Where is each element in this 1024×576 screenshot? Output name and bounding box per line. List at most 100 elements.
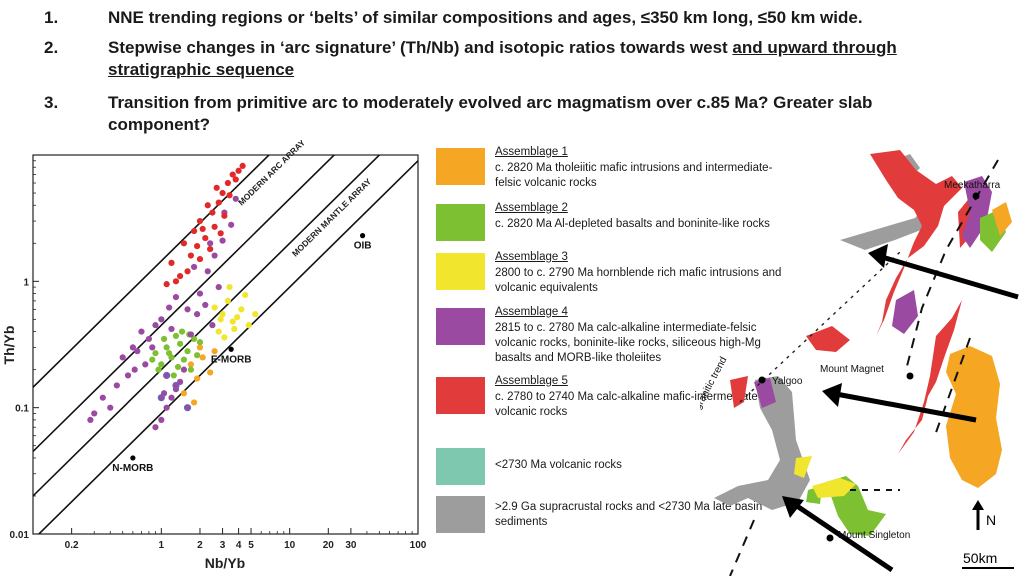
th-yb-vs-nb-yb-chart: 0.2 1 2 3 4 5 10 20 30 100 0.01 0.1 1 OIB E-MORB N-MOR… [1,140,427,571]
data-point [204,202,211,209]
data-point [163,281,170,288]
data-point [221,212,228,219]
scale-label: 50km [963,550,997,566]
legend-swatch [436,496,485,533]
x-tick-label: 0.2 [65,540,79,551]
legend-description: 2800 to c. 2790 Ma hornblende rich mafic… [495,267,782,294]
data-point [215,199,222,206]
data-point [209,209,216,216]
data-point [242,291,249,299]
data-point [221,334,228,341]
data-point [228,221,235,228]
data-point [119,354,126,361]
data-point [180,366,188,373]
data-point [99,394,106,401]
data-point [215,284,222,291]
data-point [224,179,231,187]
data-point [199,225,206,233]
data-point [215,328,222,335]
data-point [226,192,233,199]
legend-title: Assemblage 5 [495,375,568,387]
data-point [166,304,173,311]
data-point [211,348,218,355]
bullet-text-underlined: and upward through stratigraphic sequenc… [108,38,897,79]
data-point [213,184,220,191]
data-point [183,404,192,412]
data-point [231,325,238,333]
data-point [209,322,216,329]
data-point [190,335,198,343]
y-tick-label: 0.1 [15,404,29,415]
arrows [782,244,1019,573]
legend-description: c. 2780 to 2740 Ma calc-alkaline mafic-i… [495,391,788,418]
data-point [211,223,218,230]
x-tick-label: 100 [410,540,427,551]
data-point [211,304,218,311]
data-point [196,217,204,225]
data-point [176,340,184,347]
data-point [232,195,239,202]
data-point [149,344,156,351]
y-axis-label: Th/Yb [1,326,17,365]
array-boundary-line [33,155,336,453]
data-point [168,394,175,401]
data-point [163,344,170,351]
bullet-number: 3. [44,93,59,112]
data-point [152,350,159,357]
data-point [107,404,114,411]
data-point [187,252,195,259]
data-point [252,311,259,318]
data-point [194,311,201,318]
data-point [217,316,224,323]
data-point [158,316,165,323]
data-point [158,361,165,368]
data-point [149,356,156,363]
data-point [196,255,204,263]
yalgoo-label: Yalgoo [772,376,803,387]
data-point [229,171,236,178]
data-point [239,162,246,169]
data-point [168,325,175,333]
x-tick-label: 10 [284,540,296,551]
data-point [160,335,168,343]
reference-point [359,233,366,239]
array-boundary-line [33,155,271,388]
legend-title: Assemblage 2 [495,202,568,214]
data-point [187,366,195,373]
data-point [229,318,236,325]
meekatharra-label: Meekatharra [944,180,1001,191]
data-point [207,369,214,376]
data-point [196,344,204,351]
bullet-text: NNE trending regions or ‘belts’ of simil… [108,8,863,27]
data-point [196,339,204,346]
north-arrow-icon [972,500,984,530]
data-point [166,350,173,357]
data-point [232,176,239,183]
mount-magnet-label: Mount Magnet [820,364,884,375]
mount-singleton-label: Mount Singleton [838,530,910,541]
bullet-number: 1. [44,8,59,27]
data-point [152,424,159,431]
data-point [202,234,209,242]
geological-map: Meekatharra Mount Magnet Yalgoo Mount Si… [700,150,1019,576]
data-point [190,399,198,406]
data-point [113,382,120,389]
legend-swatch [436,253,485,290]
data-point [196,290,204,297]
data-point [184,306,191,313]
data-point [172,381,180,390]
legend-swatch [436,448,485,485]
data-point [245,322,252,329]
data-point [157,394,165,402]
legend-swatch [436,204,485,241]
data-point [235,167,242,174]
data-point [163,404,170,411]
data-point [172,332,180,339]
reference-point [130,455,136,461]
data-point [170,372,177,379]
reference-point-label: E-MORB [211,354,252,365]
legend-swatch [436,377,485,414]
data-point [184,348,191,355]
data-point [145,335,152,343]
data-point [207,240,214,247]
